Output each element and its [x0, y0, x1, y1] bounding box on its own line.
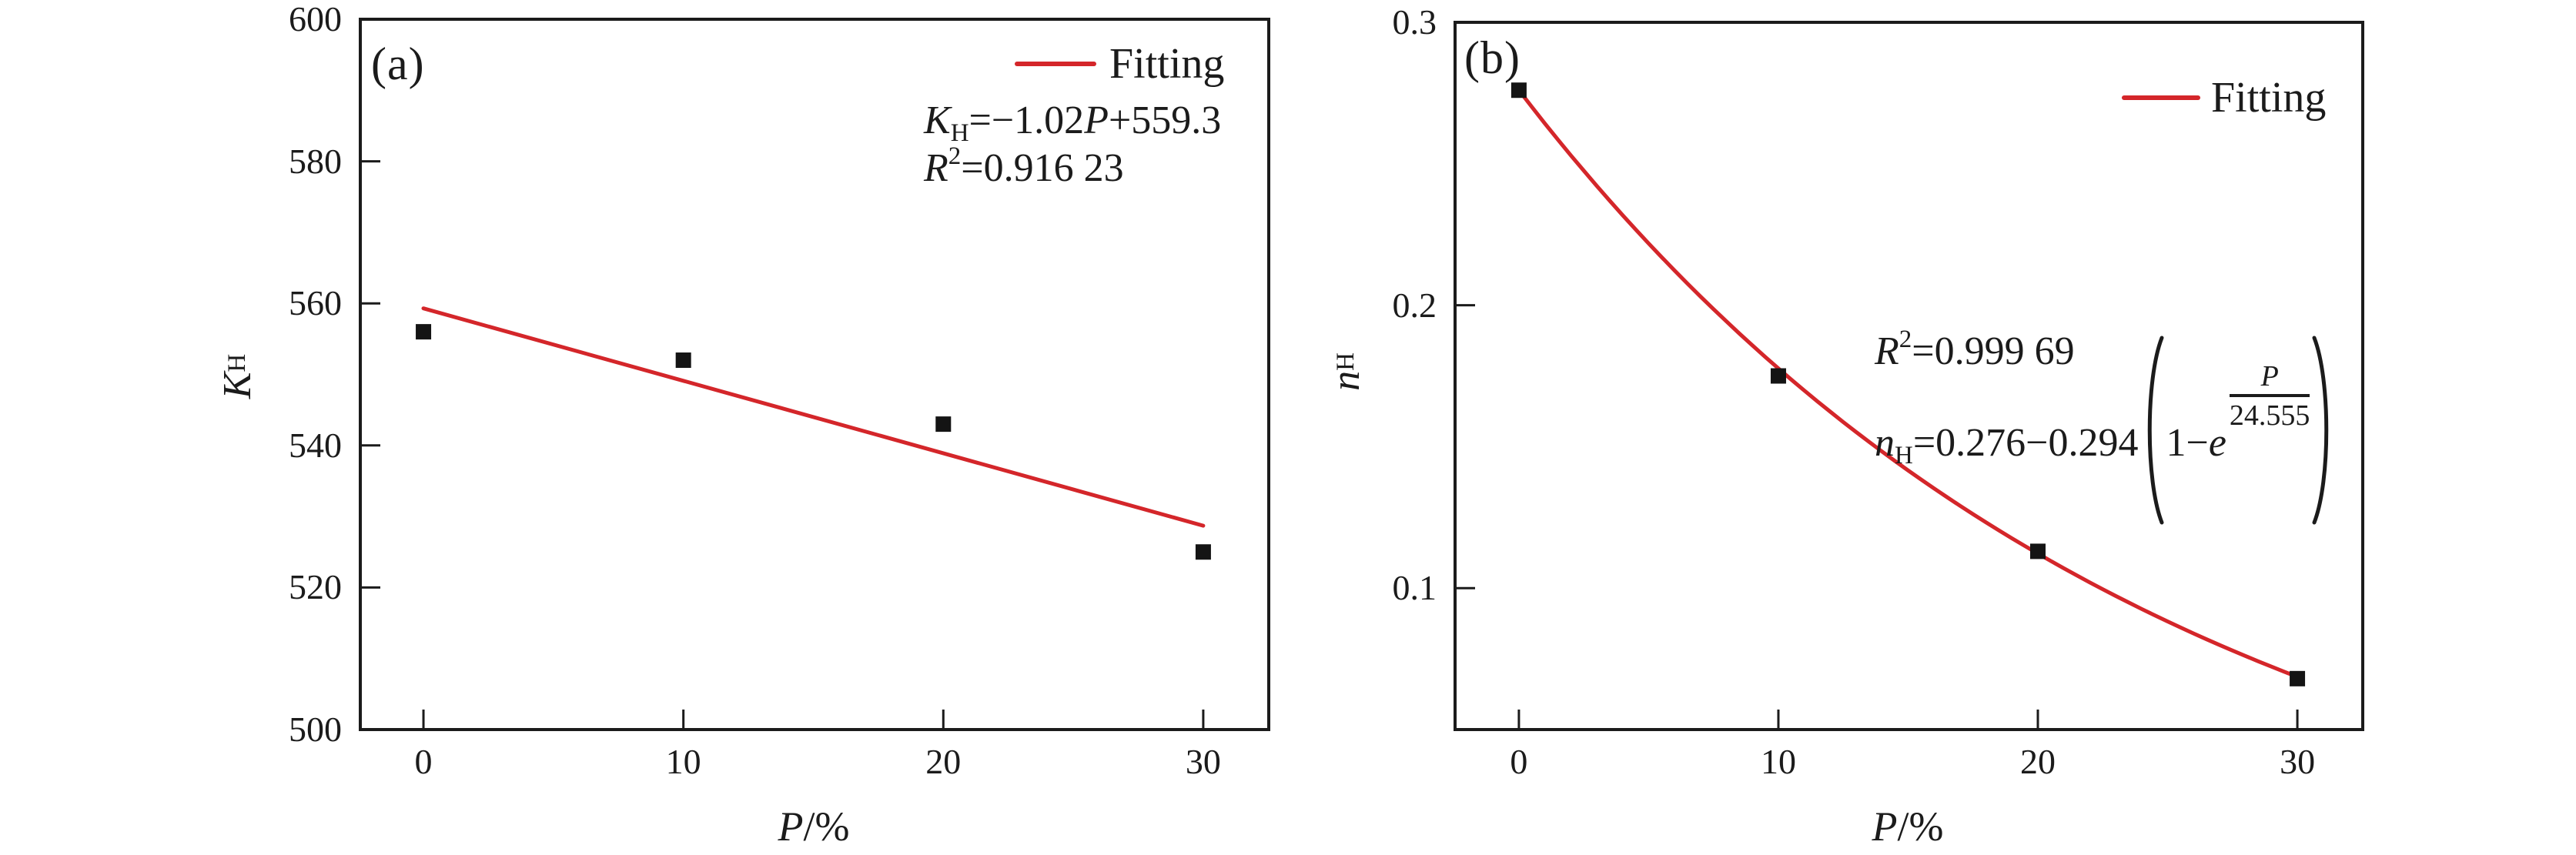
panel-b-label: (b)	[1464, 32, 1521, 83]
data-point-a	[1195, 544, 1211, 560]
data-point-b	[1770, 368, 1786, 384]
y-tick-label-b: 0.2	[1392, 285, 1437, 325]
y-tick-label-b: 0.3	[1392, 2, 1437, 42]
r2-a-base: R	[924, 146, 948, 190]
axes-box-a	[359, 18, 1270, 731]
eq-a-mid: =−1.02	[969, 99, 1085, 142]
y-tick-label-a: 600	[289, 0, 342, 38]
y-axis-label-b-sub: H	[1331, 352, 1360, 371]
r2-a-value: =0.916 23	[961, 146, 1124, 190]
r-squared-b: R2=0.999 69	[1875, 326, 2075, 376]
eq-b-euler: e	[2208, 421, 2226, 465]
x-axis-label-a: P/%	[737, 803, 891, 850]
fit-line-b	[1517, 88, 2300, 679]
y-axis-label-a-var: K	[215, 372, 259, 399]
data-point-a	[416, 324, 432, 340]
legend-line-sample-b	[2122, 95, 2200, 100]
legend-label-b: Fitting	[2211, 74, 2327, 122]
x-tick-label-a: 30	[1185, 742, 1221, 781]
eq-b-mid: =0.276−0.294	[1912, 421, 2139, 465]
x-tick-label-b: 0	[1510, 742, 1528, 781]
x-axis-label-b-var: P	[1872, 803, 1898, 850]
big-paren-open	[2147, 336, 2163, 525]
r-squared-a: R2=0.916 23	[924, 142, 1124, 192]
y-axis-label-a-sub: H	[222, 353, 251, 372]
x-tick-label-a: 10	[665, 742, 701, 781]
y-tick-label-a: 560	[289, 283, 342, 323]
x-tick-label-a: 0	[414, 742, 433, 781]
x-tick-label-b: 20	[2020, 742, 2056, 781]
x-axis-label-a-var: P	[778, 803, 804, 850]
big-paren-close	[2312, 336, 2329, 525]
eq-a-variable: P	[1084, 99, 1109, 142]
data-point-b	[2290, 670, 2306, 686]
eq-b-lhs-subscript: H	[1895, 442, 1913, 469]
eq-a-tail: +559.3	[1108, 99, 1222, 142]
fit-line-a	[421, 306, 1206, 528]
y-axis-label-b-var: n	[1323, 370, 1368, 391]
x-tick-label-b: 30	[2280, 742, 2316, 781]
x-tick-label-a: 20	[925, 742, 962, 781]
r2-b-value: =0.999 69	[1912, 329, 2075, 373]
y-tick-label-b: 0.1	[1392, 568, 1437, 608]
fit-equation-a: KH=−1.02P+559.3	[924, 97, 1222, 147]
legend-line-sample-a	[1015, 62, 1096, 66]
fit-equation-b: nH=0.276−0.294 1−e P 24.555	[1875, 259, 2337, 525]
axes-box-b	[1454, 21, 2364, 731]
y-tick-label-a: 580	[289, 141, 342, 181]
x-axis-label-b-rest: /%	[1897, 803, 1944, 850]
exponent-numerator: P	[2260, 360, 2279, 392]
r2-a-exponent: 2	[948, 142, 962, 170]
y-tick-label-a: 500	[289, 710, 342, 749]
x-axis-label-b: P/%	[1831, 803, 1985, 850]
data-point-a	[675, 352, 691, 369]
eq-a-lhs-subscript: H	[950, 119, 969, 147]
eq-a-lhs: K	[924, 99, 951, 142]
r2-b-base: R	[1875, 329, 1899, 373]
exponent-fraction: P 24.555	[2229, 360, 2310, 432]
data-point-b	[1510, 82, 1527, 99]
exponent-denominator: 24.555	[2229, 399, 2310, 432]
panel-a-label: (a)	[371, 38, 425, 89]
eq-b-inner: 1−	[2166, 421, 2209, 465]
y-tick-label-a: 520	[289, 567, 342, 607]
data-point-b	[2030, 543, 2046, 559]
r2-b-exponent: 2	[1899, 326, 1912, 353]
legend-label-a: Fitting	[1109, 40, 1225, 88]
fraction-bar	[2229, 394, 2310, 397]
eq-b-lhs: n	[1875, 421, 1895, 465]
x-tick-label-b: 10	[1760, 742, 1796, 781]
data-point-a	[935, 416, 952, 433]
x-axis-label-a-rest: /%	[803, 803, 850, 850]
y-tick-label-a: 540	[289, 425, 342, 465]
